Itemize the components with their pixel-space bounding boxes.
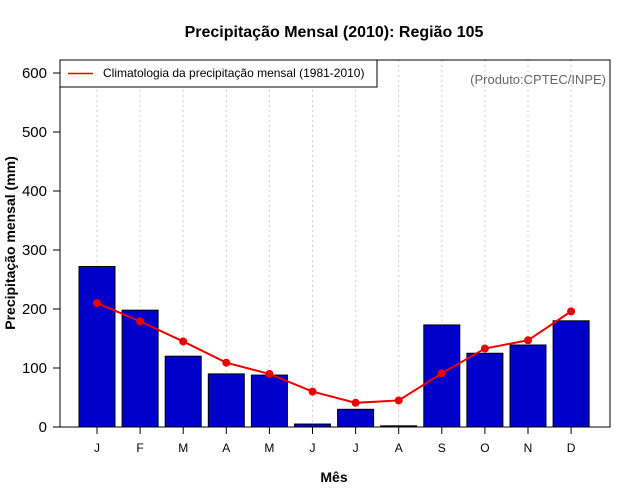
bar xyxy=(337,408,375,428)
climatology-point xyxy=(93,299,101,308)
x-tick-label: J xyxy=(310,441,316,455)
chart-title: Precipitação Mensal (2010): Região 105 xyxy=(185,24,484,41)
bar xyxy=(121,309,159,428)
climatology-point xyxy=(567,307,576,316)
bar xyxy=(207,373,245,428)
x-tick-label: M xyxy=(264,441,274,455)
x-tick-label: A xyxy=(222,441,230,455)
x-tick-label: F xyxy=(136,441,143,455)
climatology-point xyxy=(480,344,489,353)
bar xyxy=(466,352,504,428)
climatology-point xyxy=(394,396,403,405)
climatology-point xyxy=(351,398,360,407)
legend: Climatologia da precipitação mensal (198… xyxy=(59,59,378,88)
climatology-point xyxy=(265,369,274,378)
climatology-line xyxy=(96,302,572,404)
x-tick-label: D xyxy=(567,441,576,455)
x-tick-label: N xyxy=(524,441,533,455)
y-tick-label: 100 xyxy=(22,360,47,377)
climatology-point xyxy=(524,336,532,345)
climatology-point xyxy=(136,317,145,326)
y-tick-label: 500 xyxy=(22,124,47,141)
bar xyxy=(78,266,116,428)
x-tick-label: J xyxy=(353,441,359,455)
climatology-line-series xyxy=(93,299,576,407)
y-tick-label: 200 xyxy=(22,301,47,318)
source-annotation: (Produto:CPTEC/INPE) xyxy=(470,72,606,87)
y-tick-label: 400 xyxy=(22,183,47,200)
legend-box xyxy=(59,59,378,88)
y-axis-label: Precipitação mensal (mm) xyxy=(2,156,18,330)
climatology-point xyxy=(437,369,446,378)
climatology-point xyxy=(222,358,231,367)
x-tick-label: J xyxy=(94,441,100,455)
bar xyxy=(250,374,288,428)
climatology-point xyxy=(308,387,317,396)
bar xyxy=(164,355,202,428)
y-tick-label: 300 xyxy=(22,242,47,259)
climatology-point xyxy=(179,337,188,346)
legend-entry-climatology: Climatologia da precipitação mensal (198… xyxy=(103,66,364,80)
bar-series xyxy=(78,266,590,428)
y-axis: 0 100 200 300 400 500 600 xyxy=(22,65,60,436)
x-tick-label: S xyxy=(438,441,446,455)
x-tick-label: O xyxy=(480,441,489,455)
x-axis-label: Mês xyxy=(320,469,347,485)
y-tick-label: 0 xyxy=(39,419,47,436)
x-tick-label: M xyxy=(178,441,188,455)
x-tick-label: A xyxy=(395,441,403,455)
bar xyxy=(552,320,590,428)
bar xyxy=(509,344,547,428)
y-tick-label: 600 xyxy=(22,65,47,82)
